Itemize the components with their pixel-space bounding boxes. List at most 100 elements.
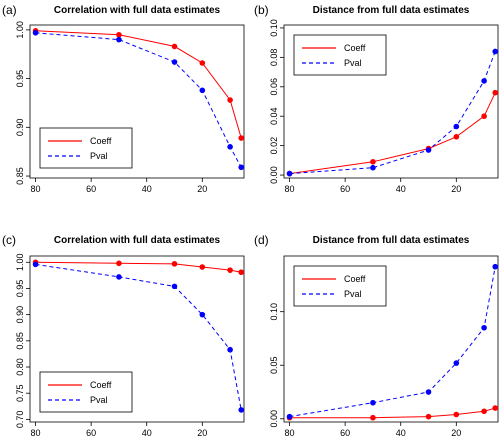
series-line-coeff: [289, 92, 496, 175]
y-tick-label: 0.85: [15, 167, 25, 185]
y-tick-label: 0.02: [269, 137, 279, 155]
data-point-coeff: [370, 414, 376, 421]
data-point-pval: [453, 123, 460, 130]
series-line-coeff: [35, 30, 242, 139]
y-tick-label: 0.05: [269, 356, 279, 374]
data-point-coeff: [492, 89, 499, 96]
x-tick-label: 60: [86, 428, 96, 438]
data-point-pval: [199, 87, 206, 94]
panel-a: (a) Correlation with full data estimates 8…: [2, 3, 245, 194]
data-point-pval: [116, 36, 122, 43]
data-point-pval: [453, 360, 460, 366]
x-tick-label: 40: [396, 428, 406, 438]
legend: Coeff Pval: [293, 34, 387, 76]
data-point-coeff: [116, 260, 122, 267]
data-point-pval: [227, 144, 233, 150]
data-point-pval: [286, 413, 293, 420]
data-point-pval: [425, 147, 432, 153]
data-point-pval: [32, 261, 39, 268]
y-tick-label: 0.90: [15, 306, 25, 324]
x-tick-label: 40: [396, 184, 406, 194]
y-tick-label: 0.10: [269, 303, 279, 321]
data-point-pval: [116, 274, 122, 280]
x-tick-label: 80: [285, 184, 295, 194]
y-tick-label: 0.70: [15, 411, 25, 429]
y-tick-label: 0.85: [15, 332, 25, 350]
chart-title: Distance from full data estimates: [313, 235, 470, 246]
series-line-coeff: [35, 261, 242, 273]
x-tick-label: 60: [340, 184, 350, 194]
data-point-pval: [238, 407, 245, 413]
data-point-coeff: [199, 60, 206, 66]
legend-label: Pval: [344, 58, 362, 68]
panel-letter: (d): [254, 233, 269, 247]
x-tick-label: 80: [31, 184, 41, 194]
data-point-pval: [481, 78, 487, 84]
data-point-pval: [370, 399, 376, 406]
panel-b: (b) Distance from full data estimates 80 60…: [254, 3, 499, 194]
data-point-coeff: [171, 43, 178, 50]
plot-frame: [283, 24, 499, 179]
x-tick-label: 40: [142, 428, 152, 438]
data-point-pval: [492, 48, 499, 55]
data-point-coeff: [481, 113, 487, 120]
y-tick-label: 0.75: [15, 384, 25, 402]
data-point-pval: [199, 311, 206, 318]
data-point-coeff: [453, 411, 460, 418]
data-point-coeff: [238, 135, 245, 141]
y-tick-label: 0.95: [15, 70, 25, 88]
y-tick-label: 0.80: [15, 358, 25, 376]
data-point-pval: [492, 263, 499, 270]
data-point-coeff: [453, 134, 460, 140]
series-line-pval: [35, 263, 242, 411]
y-tick-label: 0.00: [269, 166, 279, 184]
legend-label: Coeff: [344, 43, 366, 53]
x-tick-label: 20: [197, 428, 207, 438]
panel-d: (d) Distance from full data estimates 80 60…: [254, 233, 499, 438]
data-point-coeff: [199, 264, 206, 270]
x-tick-label: 20: [197, 184, 207, 194]
chart-title: Distance from full data estimates: [313, 5, 470, 16]
series-line-pval: [289, 266, 496, 418]
data-point-coeff: [492, 405, 499, 411]
legend-box: [39, 371, 133, 413]
legend-box: [293, 265, 387, 307]
data-point-pval: [481, 324, 487, 331]
data-point-pval: [370, 164, 376, 171]
legend: Coeff Pval: [39, 371, 133, 413]
plot-frame: [29, 24, 245, 179]
y-tick-label: 0.00: [269, 410, 279, 428]
data-point-coeff: [425, 413, 432, 420]
legend-label: Coeff: [344, 274, 366, 284]
x-tick-label: 20: [451, 428, 461, 438]
data-point-pval: [227, 346, 233, 353]
panel-c: (c) Correlation with full data estimates 8…: [2, 233, 245, 438]
y-tick-label: 0.10: [269, 19, 279, 37]
data-point-coeff: [481, 408, 487, 415]
y-tick-label: 0.95: [15, 280, 25, 298]
legend: Coeff Pval: [39, 127, 133, 169]
plot-frame: [29, 255, 245, 423]
chart-title: Correlation with full data estimates: [54, 5, 221, 16]
legend-label: Coeff: [90, 380, 112, 390]
y-tick-label: 0.90: [15, 119, 25, 137]
legend: Coeff Pval: [293, 265, 387, 307]
legend-box: [293, 34, 387, 76]
data-point-pval: [32, 29, 39, 36]
panel-letter: (a): [2, 3, 17, 17]
legend-box: [39, 127, 133, 169]
data-point-coeff: [238, 269, 245, 276]
x-tick-label: 80: [31, 428, 41, 438]
data-point-pval: [238, 164, 245, 171]
panel-letter: (b): [254, 3, 269, 17]
data-point-coeff: [227, 97, 233, 103]
series-line-pval: [35, 32, 242, 168]
x-tick-label: 80: [285, 428, 295, 438]
panel-letter: (c): [2, 233, 16, 247]
data-point-coeff: [370, 159, 376, 165]
data-point-pval: [425, 389, 432, 395]
series-line-coeff: [289, 407, 496, 419]
y-tick-label: 1.00: [15, 254, 25, 272]
data-point-coeff: [171, 261, 178, 267]
